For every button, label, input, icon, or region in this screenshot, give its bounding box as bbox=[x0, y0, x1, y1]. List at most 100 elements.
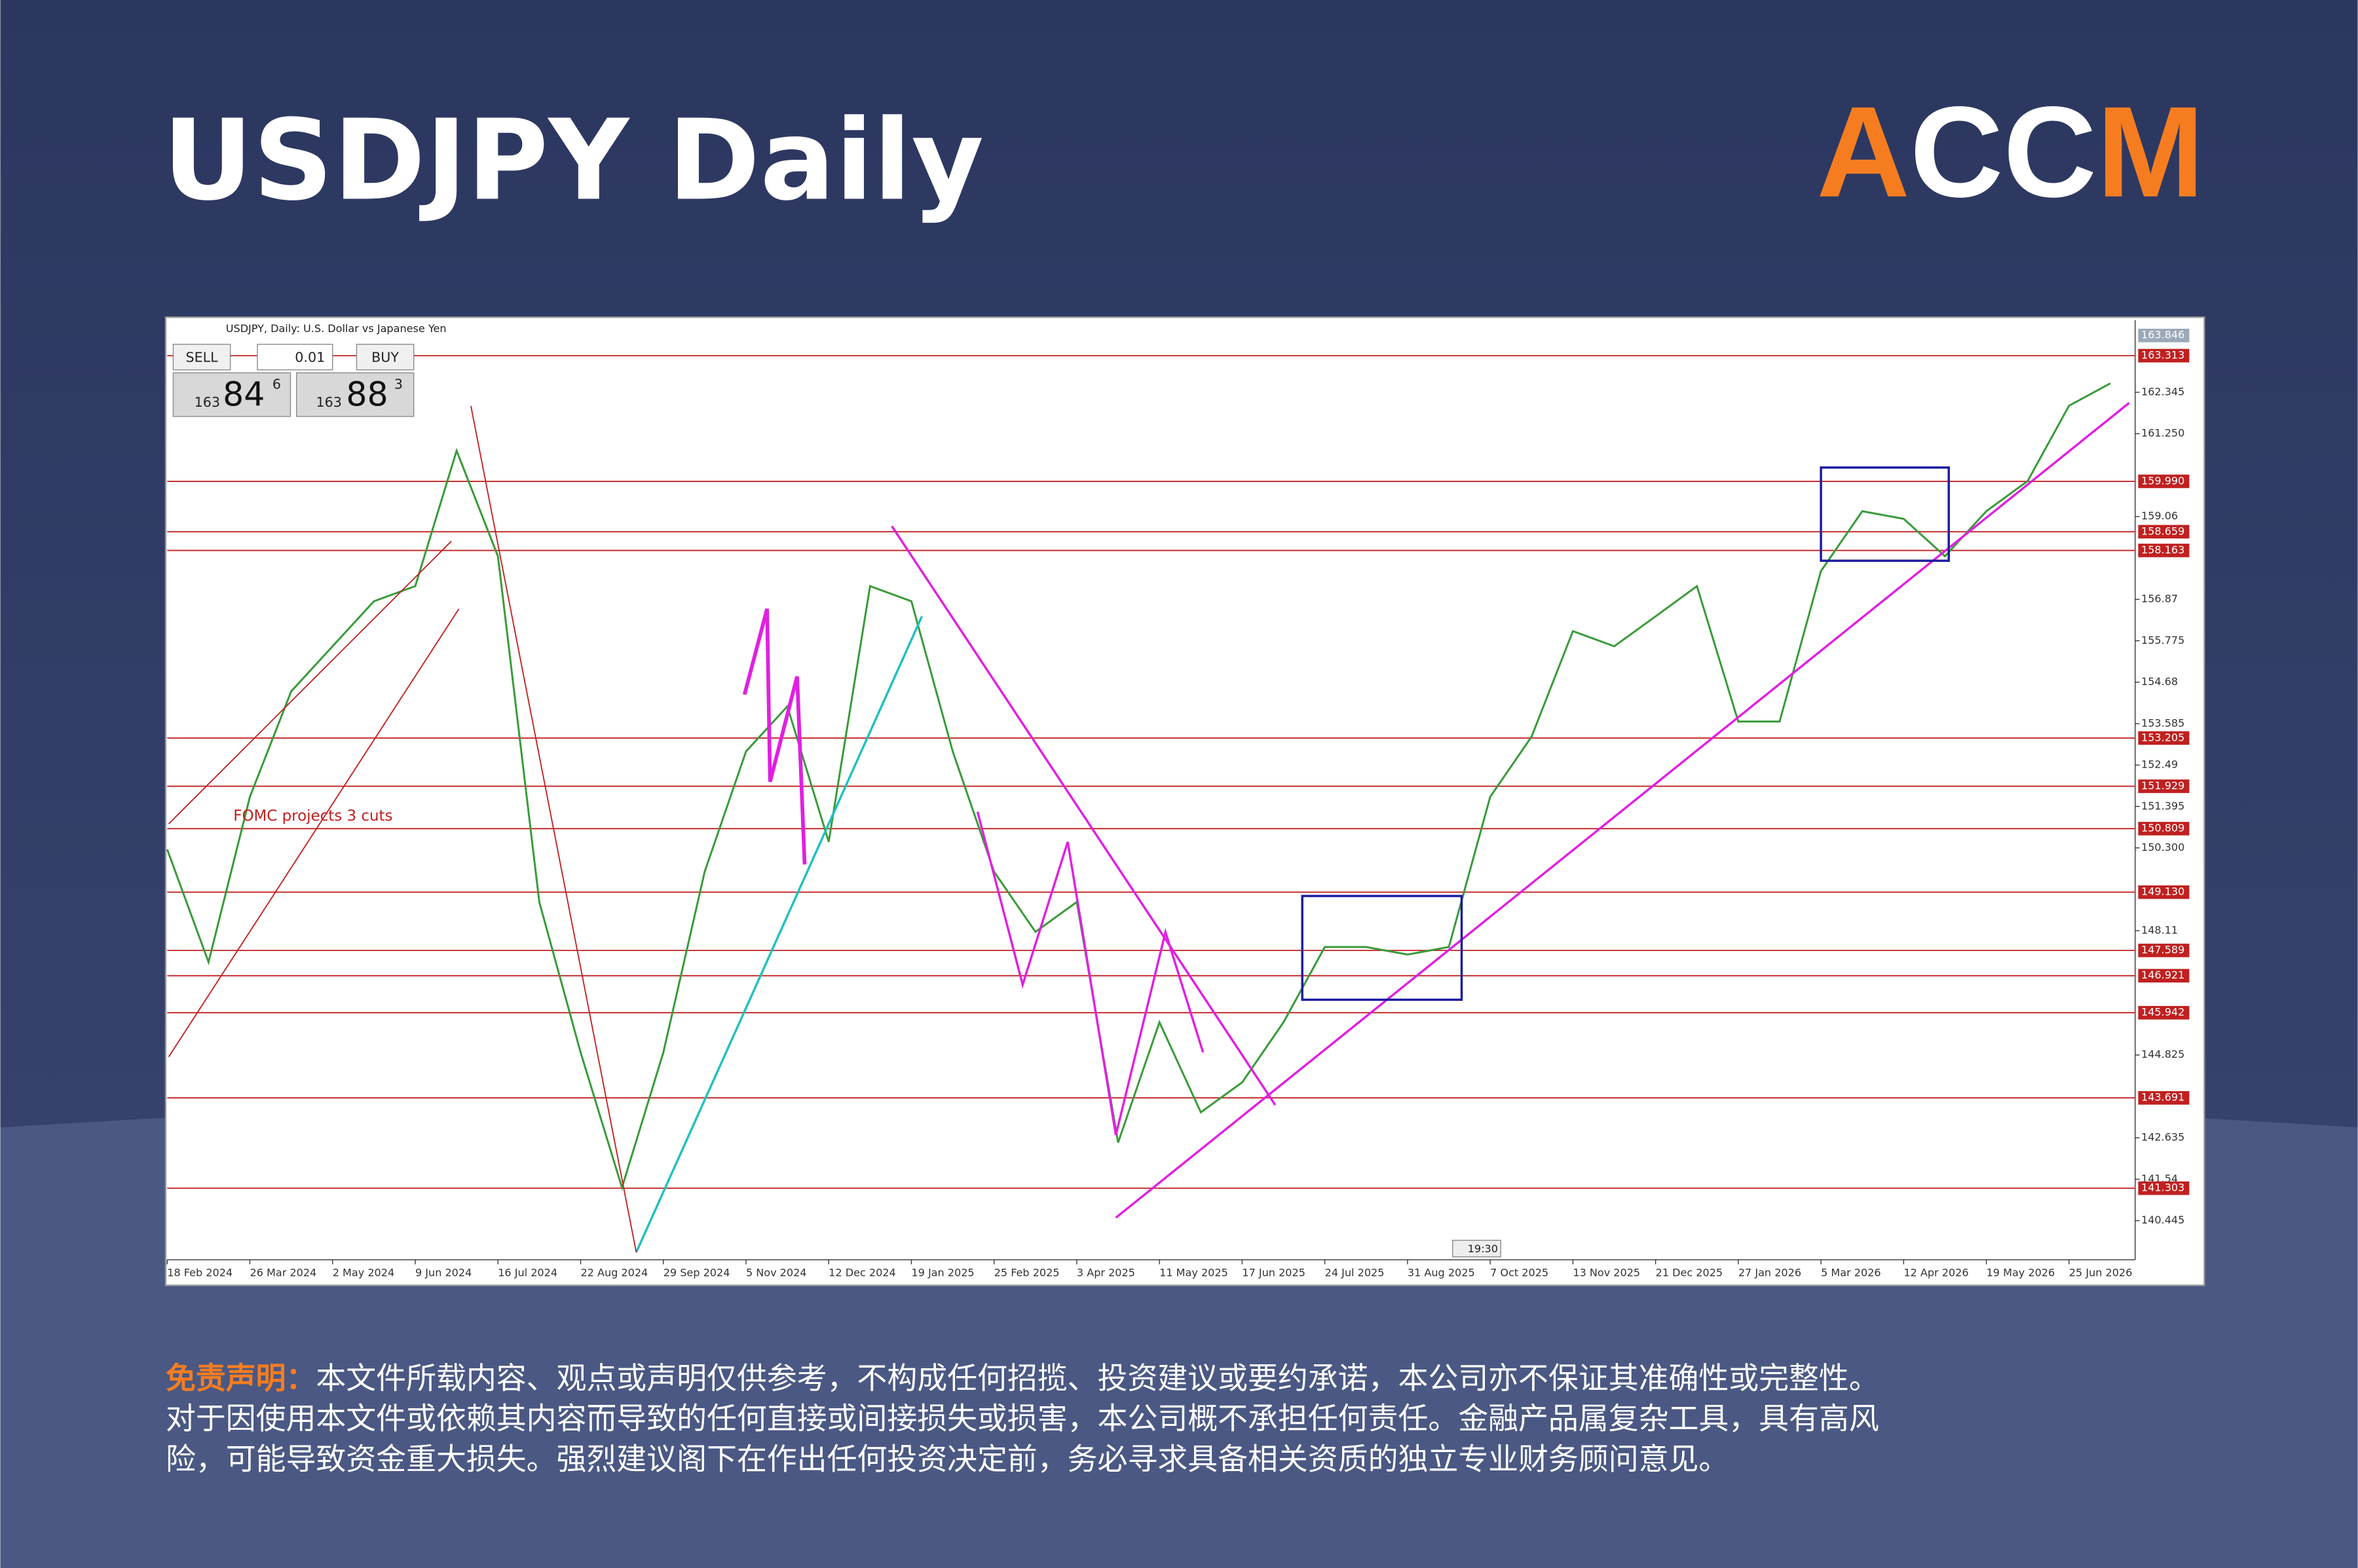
level-label: 149.130 bbox=[2141, 886, 2184, 898]
x-tick-label: 24 Jul 2025 bbox=[1325, 1267, 1385, 1279]
x-tick-label: 31 Aug 2025 bbox=[1408, 1267, 1475, 1279]
y-tick-label: 144.825 bbox=[2141, 1048, 2184, 1060]
level-label: 146.921 bbox=[2141, 969, 2184, 981]
lot-input[interactable] bbox=[257, 343, 333, 371]
x-tick-label: 29 Sep 2024 bbox=[664, 1267, 730, 1279]
last-price-tag bbox=[2138, 328, 2190, 343]
level-tag bbox=[2138, 1005, 2190, 1020]
level-tag bbox=[2138, 943, 2190, 958]
buy-label: BUY bbox=[371, 349, 399, 365]
ask-big: 163 bbox=[316, 394, 341, 410]
x-tick-label: 7 Oct 2025 bbox=[1490, 1267, 1548, 1279]
level-tag bbox=[2138, 348, 2190, 363]
y-tick-label: 148.11 bbox=[2141, 924, 2178, 937]
x-tick-label: 26 Mar 2024 bbox=[250, 1267, 317, 1279]
trade-panel: SELL 0.01 BUY 163 84 6 163 88 3 bbox=[172, 343, 415, 417]
x-tick-label: 11 May 2025 bbox=[1159, 1267, 1228, 1279]
level-tag bbox=[2138, 779, 2190, 793]
y-tick-label: 151.395 bbox=[2141, 800, 2184, 812]
bid-big: 163 bbox=[195, 394, 220, 410]
level-label: 145.942 bbox=[2141, 1006, 2184, 1018]
x-tick-label: 9 Jun 2024 bbox=[415, 1267, 472, 1279]
level-label: 163.313 bbox=[2141, 349, 2184, 362]
level-label: 159.990 bbox=[2141, 474, 2184, 487]
annotation: FOMC projects 3 cuts bbox=[233, 808, 392, 825]
x-tick-label: 19 May 2026 bbox=[1987, 1267, 2055, 1279]
x-tick-label: 21 Dec 2025 bbox=[1656, 1267, 1723, 1279]
logo-part: A bbox=[1816, 79, 1910, 224]
disclaimer-label: 免责声明： bbox=[166, 1360, 316, 1396]
chart-panel bbox=[164, 316, 2205, 1286]
trend-line bbox=[891, 525, 1277, 1106]
channel-line bbox=[168, 608, 460, 1058]
chart-header: USDJPY, Daily: U.S. Dollar vs Japanese Y… bbox=[226, 322, 447, 335]
x-tick-label: 19 Jan 2025 bbox=[911, 1267, 974, 1279]
x-tick-label: 27 Jan 2026 bbox=[1738, 1267, 1801, 1279]
disclaimer-line: 免责声明：本文件所载内容、观点或声明仅供参考，不构成任何招揽、投资建议或要约承诺… bbox=[166, 1360, 1879, 1396]
y-tick-label: 140.445 bbox=[2141, 1214, 2184, 1226]
clock-box bbox=[1452, 1239, 1501, 1258]
y-tick-label: 161.250 bbox=[2141, 427, 2184, 439]
clock: 19:30 bbox=[1468, 1242, 1498, 1255]
x-tick-label: 12 Apr 2026 bbox=[1903, 1267, 1968, 1279]
x-tick-label: 25 Jun 2026 bbox=[2069, 1267, 2133, 1279]
buy-button[interactable] bbox=[356, 343, 415, 371]
bid-frac: 6 bbox=[272, 377, 281, 392]
bid-box bbox=[172, 372, 291, 417]
level-label: 143.691 bbox=[2141, 1091, 2184, 1104]
sell-label: SELL bbox=[185, 349, 218, 365]
level-tag bbox=[2138, 544, 2190, 557]
level-tag bbox=[2138, 885, 2190, 899]
disclaimer-line: 对于因使用本文件或依赖其内容而导致的任何直接或间接损失或损害，本公司概不承担任何… bbox=[166, 1401, 1879, 1436]
lot-value: 0.01 bbox=[295, 349, 325, 365]
level-tag bbox=[2138, 731, 2190, 745]
last-price-label: 163.846 bbox=[2141, 329, 2184, 341]
sell-button[interactable] bbox=[172, 343, 231, 371]
y-tick-label: 154.68 bbox=[2141, 675, 2178, 688]
x-tick-label: 16 Jul 2024 bbox=[498, 1267, 557, 1279]
channel-line bbox=[168, 540, 452, 825]
level-tag bbox=[2138, 969, 2190, 983]
level-label: 147.589 bbox=[2141, 944, 2184, 956]
x-tick-label: 2 May 2024 bbox=[333, 1267, 394, 1279]
y-tick-label: 142.635 bbox=[2141, 1131, 2184, 1144]
channel-line bbox=[470, 405, 637, 1253]
drawings bbox=[168, 401, 2130, 1253]
y-tick-label: 156.87 bbox=[2141, 593, 2178, 605]
level-label: 151.929 bbox=[2141, 779, 2184, 792]
level-label: 158.659 bbox=[2141, 525, 2184, 537]
disclaimer-text: 本文件所载内容、观点或声明仅供参考，不构成任何招揽、投资建议或要约承诺，本公司亦… bbox=[316, 1360, 1879, 1396]
y-tick-label: 159.06 bbox=[2141, 510, 2178, 522]
level-tag bbox=[2138, 1091, 2190, 1105]
y-tick-label: 150.300 bbox=[2141, 841, 2184, 853]
level-label: 150.809 bbox=[2141, 822, 2184, 834]
plot: 162.345 161.250 159.06 156.87 155.775 154.68 1… bbox=[166, 328, 2190, 1279]
level-label: 153.205 bbox=[2141, 731, 2184, 743]
range-box bbox=[1301, 895, 1463, 1001]
logo-part: M bbox=[2097, 79, 2204, 224]
x-tick-label: 3 Apr 2025 bbox=[1077, 1267, 1135, 1279]
trend-line bbox=[635, 616, 924, 1253]
x-tick-label: 13 Nov 2025 bbox=[1573, 1267, 1640, 1279]
ask-frac: 3 bbox=[394, 377, 403, 392]
ask-box bbox=[295, 372, 415, 417]
level-tag bbox=[2138, 474, 2190, 489]
x-tick-label: 12 Dec 2024 bbox=[829, 1267, 896, 1279]
y-tick-label: 153.585 bbox=[2141, 717, 2184, 729]
x-tick-label: 5 Nov 2024 bbox=[746, 1267, 807, 1279]
y-tick-label: 152.49 bbox=[2141, 758, 2178, 771]
wave-line bbox=[976, 812, 1205, 1136]
x-tick-label: 18 Feb 2024 bbox=[167, 1267, 233, 1279]
logo-part: CC bbox=[1910, 79, 2097, 224]
wave-line bbox=[742, 608, 807, 865]
x-tick-label: 25 Feb 2025 bbox=[994, 1267, 1060, 1279]
x-tick-label: 5 Mar 2026 bbox=[1821, 1267, 1881, 1279]
logo: ACCM bbox=[1816, 79, 2204, 224]
bid-pips: 84 bbox=[223, 375, 265, 413]
x-tick-label: 22 Aug 2024 bbox=[580, 1267, 648, 1279]
level-label: 158.163 bbox=[2141, 544, 2184, 556]
y-tick-label: 155.775 bbox=[2141, 634, 2184, 646]
level-tag bbox=[2138, 525, 2190, 539]
